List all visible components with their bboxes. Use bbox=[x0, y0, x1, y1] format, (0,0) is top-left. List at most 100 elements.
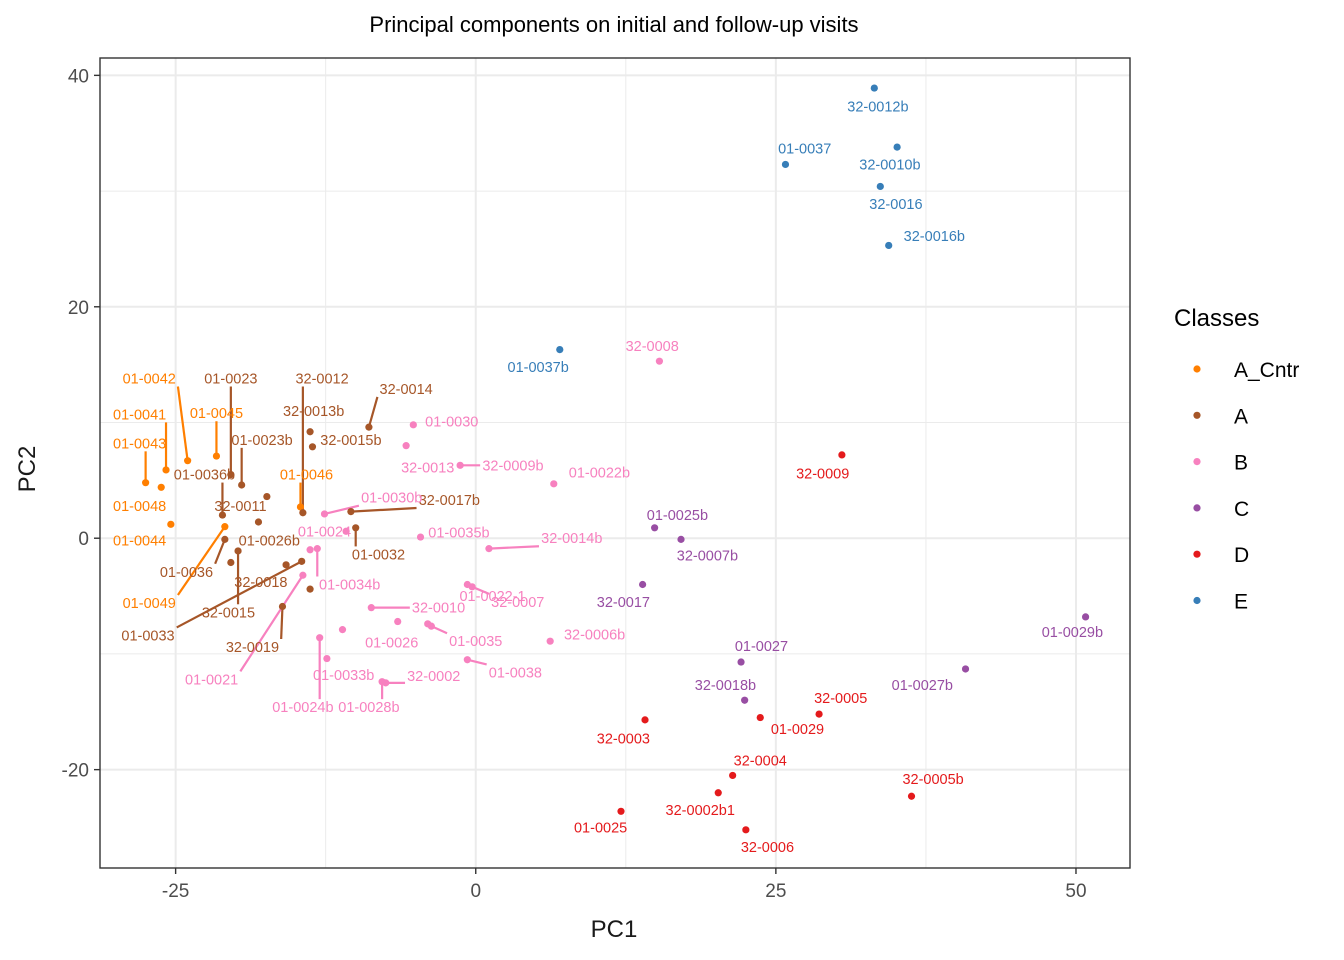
data-point bbox=[306, 546, 314, 554]
legend-label: A_Cntr bbox=[1234, 359, 1299, 382]
data-point bbox=[316, 634, 324, 642]
data-point bbox=[641, 716, 649, 724]
point-label: 01-0044 bbox=[113, 534, 166, 550]
point-label: 01-0029 bbox=[771, 722, 824, 738]
point-label: 01-0029b bbox=[1042, 625, 1103, 641]
point-label: 32-0002b1 bbox=[666, 803, 735, 819]
data-point bbox=[313, 545, 321, 553]
data-point bbox=[184, 457, 192, 465]
point-label: 32-0002 bbox=[407, 669, 460, 685]
data-point bbox=[655, 357, 664, 365]
point-label: 01-0037b bbox=[508, 360, 569, 376]
data-point bbox=[885, 241, 893, 250]
point-label: 32-0005b bbox=[902, 772, 963, 788]
data-point bbox=[299, 571, 307, 579]
data-point bbox=[742, 826, 750, 834]
leader-line bbox=[176, 560, 303, 629]
data-point bbox=[714, 789, 722, 797]
plot-border bbox=[99, 57, 1131, 869]
legend-key bbox=[1193, 504, 1201, 512]
legend-key bbox=[1193, 458, 1201, 466]
point-label: 32-0011 bbox=[214, 499, 266, 515]
data-point bbox=[729, 771, 737, 780]
point-label: 01-0036 bbox=[160, 565, 213, 581]
data-point bbox=[162, 466, 170, 474]
data-point bbox=[347, 508, 355, 516]
legend-title: Classes bbox=[1174, 305, 1259, 332]
data-point bbox=[263, 492, 271, 501]
data-point bbox=[617, 807, 625, 815]
point-label: 32-0018 bbox=[234, 575, 287, 591]
point-label: 32-0015b bbox=[320, 433, 381, 449]
data-point bbox=[308, 443, 317, 451]
legend-label: D bbox=[1234, 544, 1249, 567]
legend-label: C bbox=[1234, 498, 1249, 521]
y-tick-label: 20 bbox=[68, 298, 89, 319]
data-points bbox=[142, 84, 1090, 834]
grid-minor bbox=[100, 58, 1130, 868]
leader-line bbox=[214, 538, 226, 565]
data-point bbox=[781, 160, 790, 169]
point-label: 01-0032 bbox=[352, 547, 405, 563]
point-label: 32-0012b bbox=[847, 100, 908, 116]
point-label: 01-0034b bbox=[319, 578, 380, 594]
data-point bbox=[323, 654, 331, 663]
point-label: 32-0003 bbox=[597, 731, 650, 747]
y-tick-label: -20 bbox=[62, 761, 89, 782]
point-label: 01-0027b bbox=[892, 678, 953, 694]
data-point bbox=[234, 547, 242, 555]
point-label: 01-0025 bbox=[574, 821, 627, 837]
data-point bbox=[961, 665, 970, 673]
point-label: 32-0006b bbox=[564, 627, 625, 643]
legend-key bbox=[1193, 365, 1201, 373]
data-point bbox=[741, 696, 749, 704]
data-point bbox=[238, 481, 246, 489]
point-label: 01-0045 bbox=[190, 406, 243, 422]
point-label: 32-0009b bbox=[482, 458, 543, 474]
point-label: 32-0010 bbox=[412, 601, 465, 617]
point-label: 01-0043 bbox=[113, 436, 166, 452]
point-label: 01-0041 bbox=[113, 407, 166, 423]
point-label: 32-0004 bbox=[734, 753, 787, 769]
point-label: 01-0033 bbox=[121, 628, 174, 644]
plot-panel: 01-0042 01-0041 01-0045 01-0043 01-0048 01-00… bbox=[99, 57, 1131, 869]
data-point bbox=[378, 678, 386, 686]
legend-label: B bbox=[1234, 452, 1248, 475]
point-label: 01-0023 bbox=[204, 372, 257, 388]
leader-line bbox=[488, 545, 540, 550]
data-point bbox=[737, 658, 745, 666]
data-point bbox=[352, 524, 360, 532]
data-point bbox=[142, 479, 150, 487]
point-label: 32-0010b bbox=[859, 157, 920, 173]
point-label: 01-0033b bbox=[313, 668, 374, 684]
legend-label: A bbox=[1234, 405, 1248, 428]
point-label: 01-0049 bbox=[123, 596, 176, 612]
leader-line bbox=[324, 504, 360, 515]
leader-line bbox=[280, 606, 284, 640]
leader-line bbox=[239, 574, 304, 672]
grid-major bbox=[100, 58, 1130, 868]
point-label: 01-0021 bbox=[185, 672, 238, 688]
point-label: 01-0048 bbox=[113, 499, 166, 515]
point-label: 01-0036b bbox=[174, 468, 235, 484]
point-label: 01-0024b bbox=[272, 700, 333, 716]
data-point bbox=[556, 346, 564, 354]
data-point bbox=[546, 637, 554, 645]
data-point bbox=[424, 620, 432, 628]
data-point bbox=[227, 470, 235, 479]
data-point bbox=[456, 461, 464, 469]
point-label: 01-0022-1 bbox=[459, 589, 525, 605]
plot-background bbox=[100, 58, 1130, 868]
point-label: 32-0015 bbox=[202, 605, 255, 621]
point-label: 32-0005 bbox=[814, 691, 867, 707]
data-point bbox=[167, 520, 175, 528]
data-point bbox=[338, 626, 347, 634]
data-point bbox=[227, 558, 235, 567]
data-point bbox=[254, 518, 263, 526]
legend-key bbox=[1193, 596, 1201, 605]
point-label: 01-0022b bbox=[569, 465, 630, 481]
data-point bbox=[907, 792, 916, 800]
x-tick-label: 50 bbox=[1065, 881, 1086, 902]
point-label: 32-0019 bbox=[226, 640, 279, 656]
